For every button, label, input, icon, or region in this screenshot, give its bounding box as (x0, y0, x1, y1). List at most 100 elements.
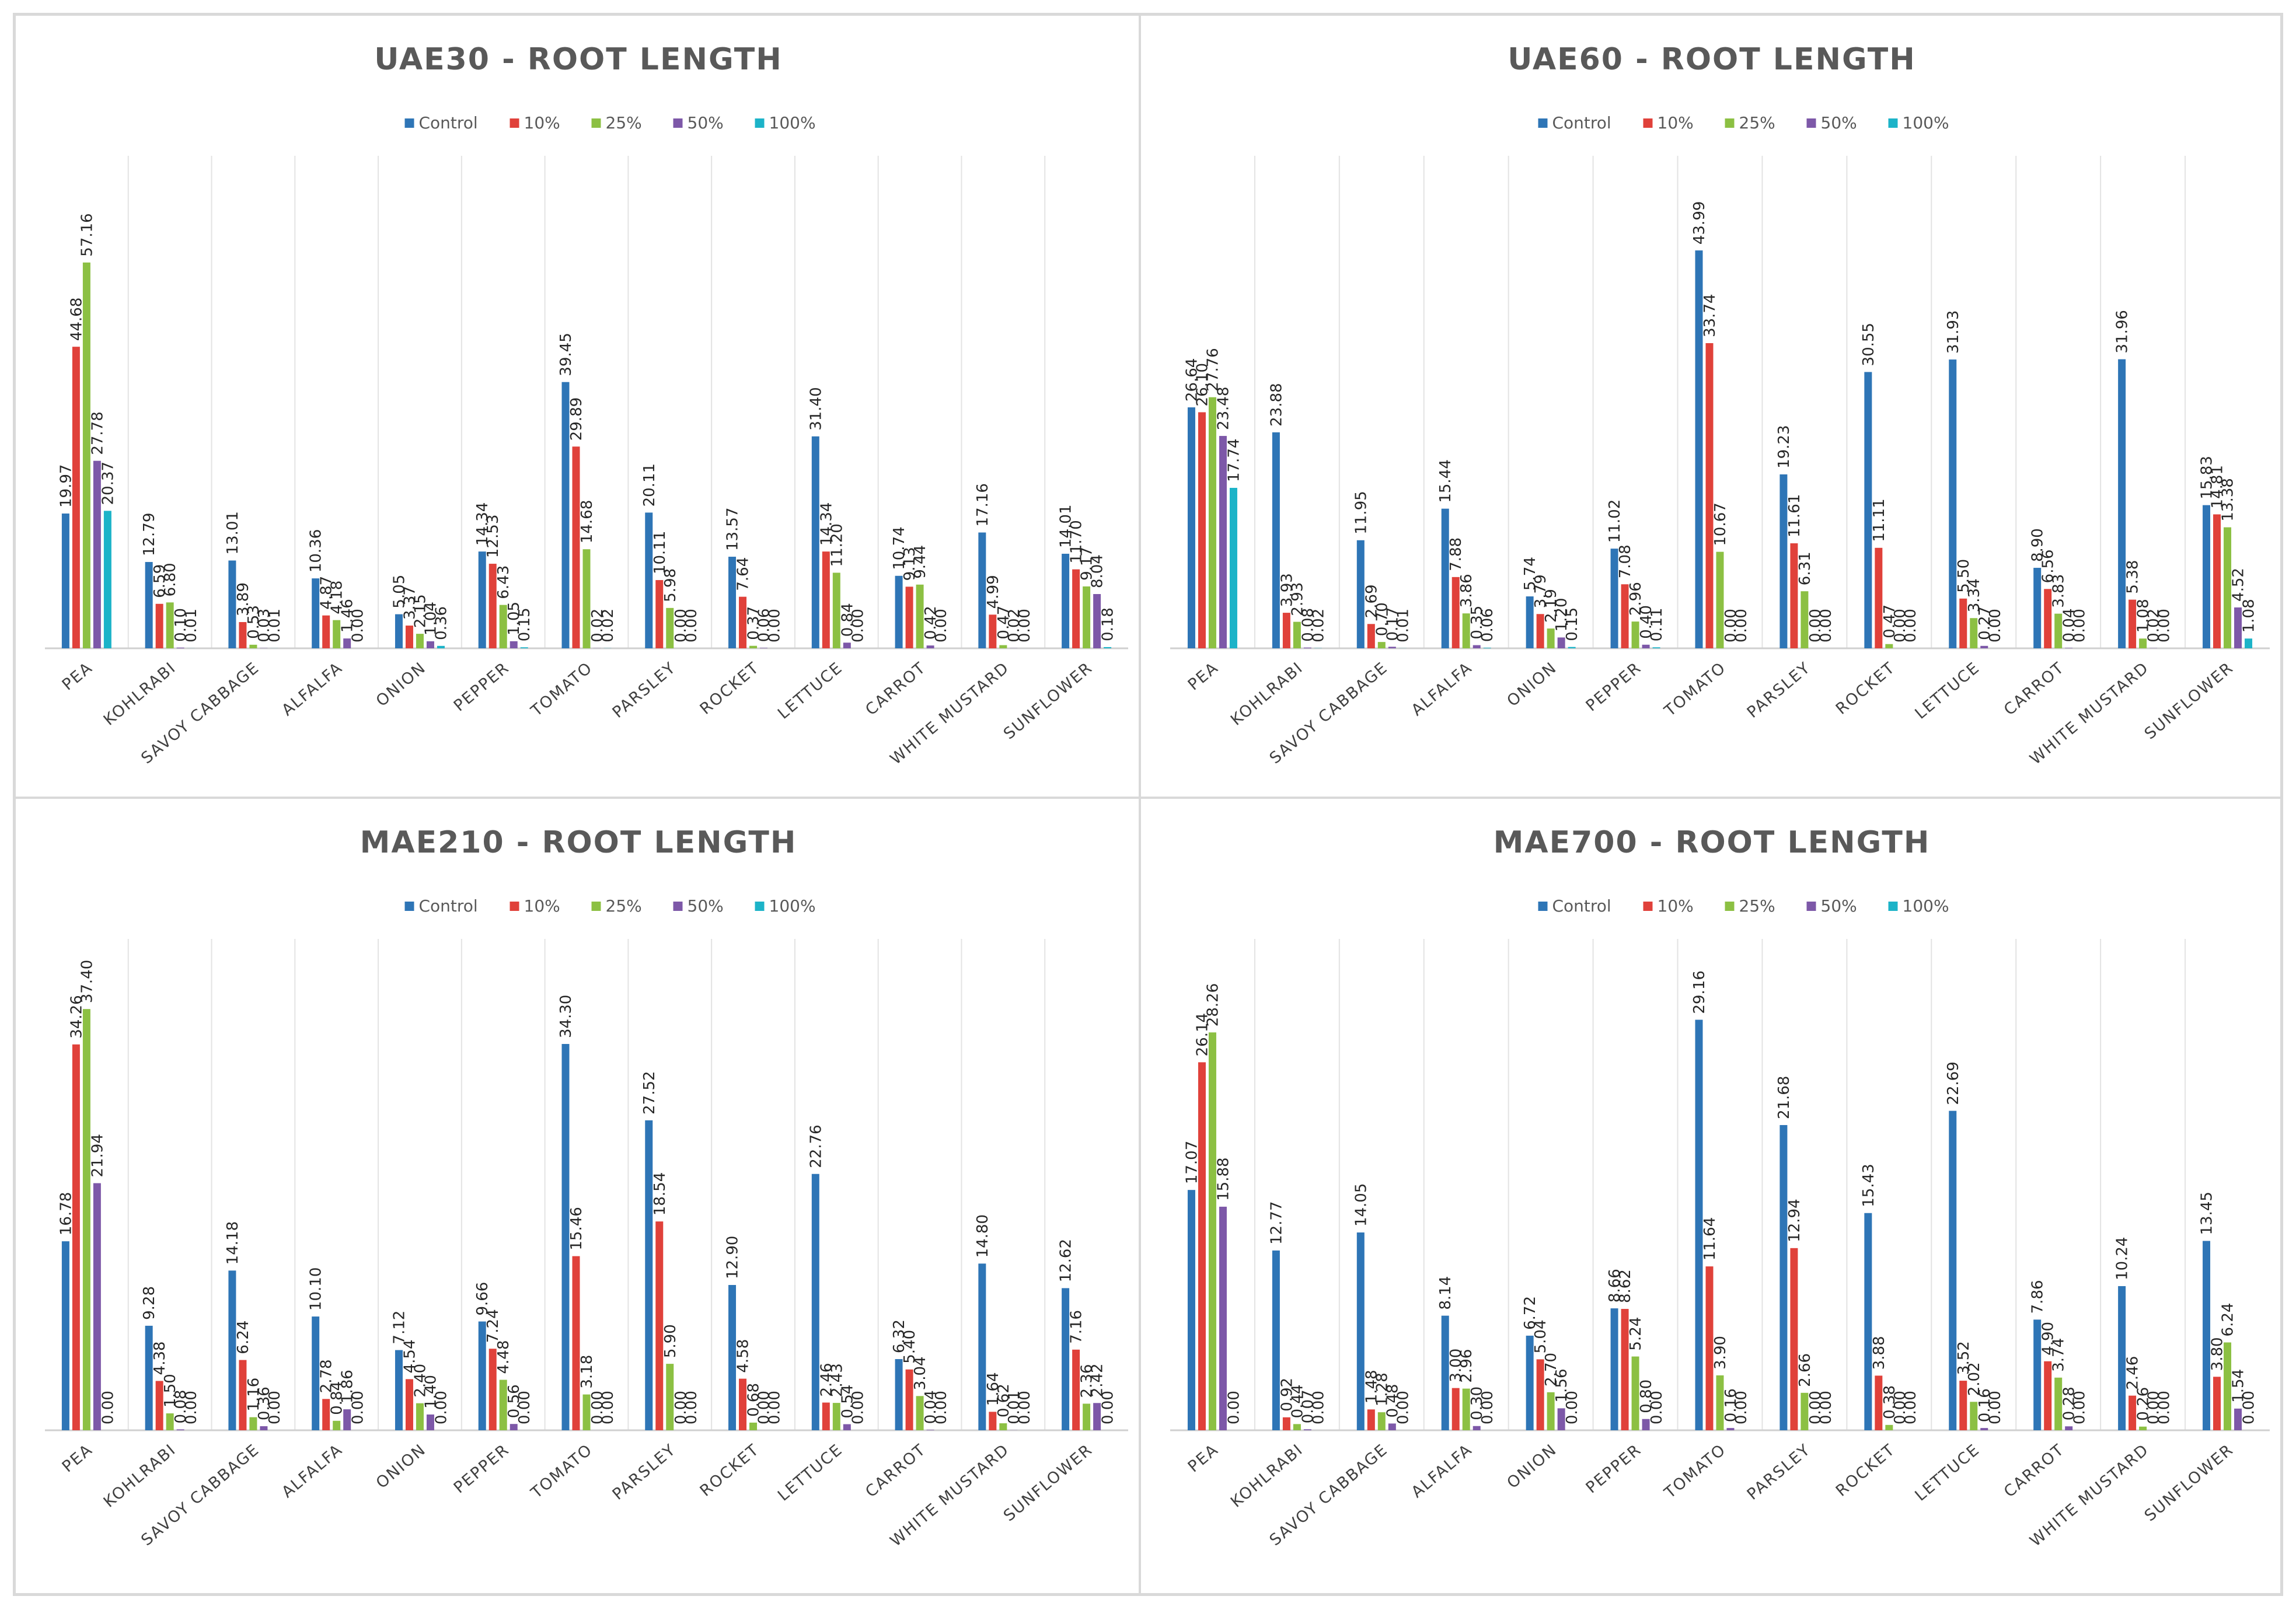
bar-alfalfa-10 (1451, 1388, 1460, 1430)
value-label-pea-10: 34.26 (68, 995, 85, 1038)
value-label-tomato-10: 33.74 (1701, 294, 1719, 337)
bar-white-mustard-control (2118, 1286, 2126, 1430)
chart-panel-mae700: MAE700 - ROOT LENGTH Control 10% 25% 50% 100%… (1140, 798, 2281, 1594)
value-label-white-mustard-10: 2.46 (2124, 1356, 2142, 1390)
value-label-savoy-cabbage-10: 1.48 (1363, 1370, 1380, 1403)
category-label-onion: ONION (1503, 659, 1560, 711)
value-label-alfalfa-100: 0.06 (1479, 608, 1496, 642)
legend-label: 100% (769, 896, 816, 916)
bar-alfalfa-50 (1472, 1426, 1481, 1430)
value-label-onion-50: 1.40 (422, 1375, 439, 1409)
bar-kohlrabi-25 (166, 1413, 174, 1430)
legend-swatch (755, 118, 765, 128)
value-label-alfalfa-control: 10.10 (308, 1267, 325, 1311)
bar-onion-100 (437, 645, 445, 648)
legend-label: 50% (1821, 113, 1857, 132)
bar-parsley-control (1779, 1124, 1788, 1430)
bar-onion-50 (1557, 1408, 1565, 1430)
bar-pepper-control (478, 1321, 486, 1430)
value-label-onion-25: 2.19 (1543, 589, 1560, 623)
value-label-white-mustard-50: 0.00 (2145, 1391, 2163, 1424)
value-label-tomato-50: 0.00 (1722, 609, 1740, 642)
value-label-parsley-100: 0.00 (683, 1391, 700, 1424)
value-label-pepper-100: 0.00 (1648, 1391, 1666, 1424)
bar-rocket-control (1864, 1213, 1872, 1430)
bar-pea-control (1187, 1190, 1195, 1430)
value-label-pepper-100: 0.00 (516, 1391, 533, 1424)
value-label-savoy-cabbage-control: 14.18 (224, 1221, 242, 1265)
legend-label: 10% (524, 896, 560, 916)
value-label-pepper-10: 7.24 (484, 1309, 502, 1343)
bar-tomato-10 (572, 1256, 580, 1430)
value-label-tomato-25: 10.67 (1712, 502, 1729, 546)
legend-label: 10% (524, 113, 560, 132)
category-label-kohlrabi: KOHLRABI (100, 659, 180, 729)
value-label-savoy-cabbage-50: 0.03 (256, 609, 273, 642)
value-label-white-mustard-25: 0.26 (2135, 1387, 2152, 1421)
value-label-sunflower-10: 11.70 (1068, 520, 1086, 563)
legend-label: 25% (1739, 113, 1775, 132)
bar-carrot-25 (916, 584, 924, 648)
value-label-parsley-50: 0.00 (1807, 609, 1824, 642)
value-label-pepper-25: 5.24 (1627, 1317, 1645, 1351)
bar-lettuce-10 (822, 1402, 830, 1430)
value-label-savoy-cabbage-25: 1.16 (245, 1378, 263, 1412)
bar-sunflower-50 (2234, 607, 2242, 648)
bar-carrot-50 (926, 645, 934, 648)
category-label-lettuce: LETTUCE (774, 1441, 846, 1505)
bar-tomato-10 (1705, 1266, 1714, 1430)
bar-lettuce-10 (822, 551, 830, 648)
bar-parsley-10 (1790, 543, 1798, 648)
bar-kohlrabi-10 (1282, 613, 1290, 648)
legend-swatch (1806, 118, 1816, 128)
value-label-tomato-100: 0.00 (1733, 1391, 1750, 1424)
bar-onion-50 (426, 641, 434, 648)
value-label-carrot-50: 0.28 (2061, 1387, 2078, 1420)
legend-item-25: 25% (1725, 113, 1775, 132)
value-label-savoy-cabbage-10: 6.24 (235, 1321, 252, 1354)
value-label-alfalfa-100: 0.00 (350, 1391, 367, 1424)
value-label-white-mustard-100: 0.00 (1016, 1391, 1034, 1424)
value-label-parsley-50: 0.00 (1807, 1391, 1824, 1424)
value-label-pea-50: 15.88 (1215, 1157, 1232, 1200)
value-label-savoy-cabbage-25: 0.53 (245, 605, 263, 639)
bar-sunflower-control (2203, 1241, 2211, 1430)
bar-white-mustard-25 (999, 1423, 1007, 1430)
value-label-alfalfa-10: 3.00 (1447, 1349, 1465, 1382)
value-label-tomato-50: 0.00 (589, 1391, 606, 1424)
value-label-rocket-control: 12.90 (724, 1236, 742, 1279)
bar-alfalfa-control (1441, 508, 1449, 648)
bar-carrot-25 (2054, 613, 2063, 648)
value-label-kohlrabi-50: 0.08 (172, 1390, 190, 1424)
category-label-sunflower: SUNFLOWER (1000, 659, 1096, 743)
value-label-alfalfa-25: 2.96 (1458, 1349, 1475, 1383)
bar-white-mustard-10 (2128, 1395, 2137, 1430)
category-label-lettuce: LETTUCE (1911, 659, 1983, 723)
value-label-alfalfa-10: 4.87 (318, 576, 336, 610)
value-label-parsley-25: 5.90 (662, 1324, 679, 1358)
value-label-lettuce-50: 0.84 (839, 603, 856, 637)
value-label-carrot-10: 6.56 (2040, 549, 2057, 583)
bar-parsley-25 (666, 1364, 674, 1430)
value-label-kohlrabi-25: 1.50 (162, 1374, 179, 1408)
value-label-onion-50: 1.04 (422, 602, 439, 635)
value-label-sunflower-100: 0.00 (2241, 1391, 2258, 1424)
value-label-parsley-100: 0.00 (683, 609, 700, 642)
bar-pepper-25 (499, 1379, 507, 1430)
value-label-parsley-50: 0.00 (672, 609, 690, 642)
value-label-kohlrabi-25: 2.93 (1289, 582, 1306, 616)
category-label-carrot: CARROT (2001, 1441, 2068, 1501)
bar-white-mustard-10 (989, 614, 997, 648)
bar-savoy-cabbage-10 (1367, 624, 1375, 648)
value-label-carrot-25: 9.44 (912, 545, 929, 579)
legend-item-50: 50% (673, 896, 724, 916)
legend-swatch (673, 118, 683, 128)
bar-alfalfa-25 (333, 1420, 341, 1430)
value-label-alfalfa-25: 0.84 (329, 1381, 346, 1415)
bar-tomato-25 (1716, 1375, 1724, 1430)
value-label-rocket-50: 0.00 (1892, 609, 1909, 642)
value-label-sunflower-25: 13.38 (2220, 478, 2237, 521)
value-label-onion-10: 4.54 (401, 1339, 418, 1373)
value-label-lettuce-25: 2.02 (1966, 1362, 1983, 1396)
value-label-kohlrabi-100: 0.00 (1310, 1391, 1327, 1424)
